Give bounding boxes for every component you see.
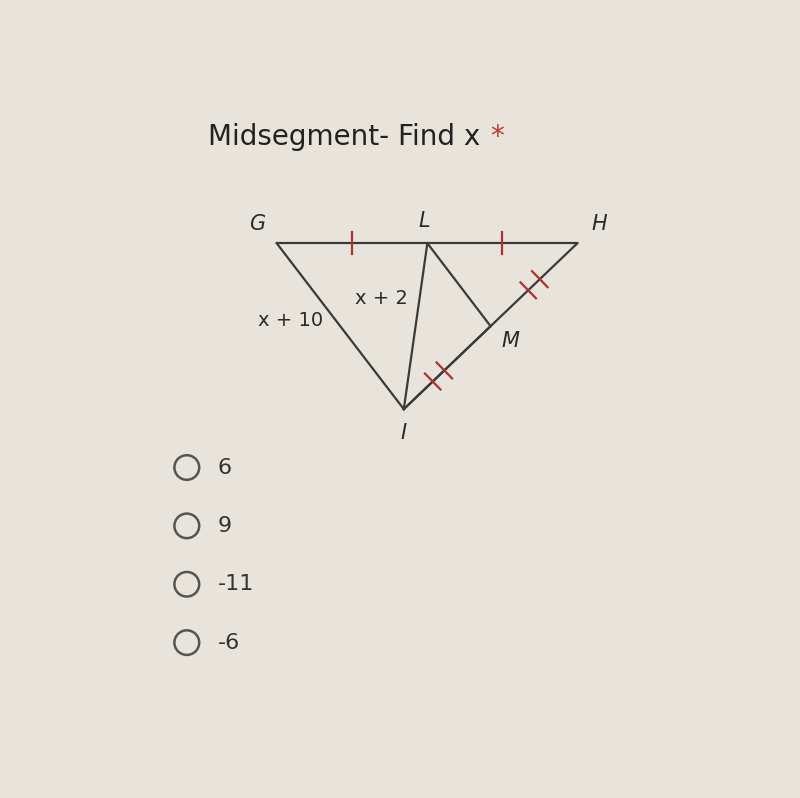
Text: G: G — [250, 214, 266, 234]
Text: *: * — [490, 124, 504, 152]
Text: L: L — [418, 211, 430, 231]
Text: -6: -6 — [218, 633, 240, 653]
Text: M: M — [502, 331, 520, 351]
Text: -11: -11 — [218, 575, 254, 595]
Text: x + 2: x + 2 — [355, 289, 408, 308]
Text: 9: 9 — [218, 516, 232, 536]
Text: x + 10: x + 10 — [258, 310, 323, 330]
Text: Midsegment- Find x: Midsegment- Find x — [209, 124, 490, 152]
Text: I: I — [401, 423, 407, 443]
Text: H: H — [591, 214, 606, 234]
Text: 6: 6 — [218, 457, 232, 477]
